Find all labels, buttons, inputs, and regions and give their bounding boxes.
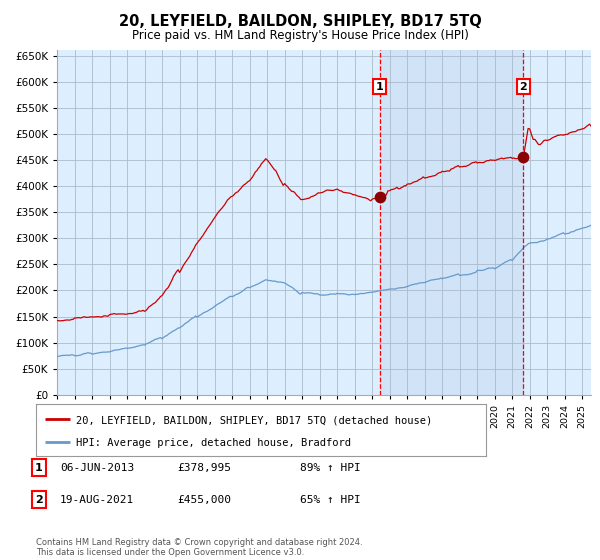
Text: HPI: Average price, detached house, Bradford: HPI: Average price, detached house, Brad… [77, 438, 352, 449]
Text: 20, LEYFIELD, BAILDON, SHIPLEY, BD17 5TQ (detached house): 20, LEYFIELD, BAILDON, SHIPLEY, BD17 5TQ… [77, 416, 433, 426]
Text: £378,995: £378,995 [177, 463, 231, 473]
Text: Price paid vs. HM Land Registry's House Price Index (HPI): Price paid vs. HM Land Registry's House … [131, 29, 469, 42]
Text: 65% ↑ HPI: 65% ↑ HPI [300, 494, 361, 505]
Text: 06-JUN-2013: 06-JUN-2013 [60, 463, 134, 473]
Text: 89% ↑ HPI: 89% ↑ HPI [300, 463, 361, 473]
Text: 19-AUG-2021: 19-AUG-2021 [60, 494, 134, 505]
Text: Contains HM Land Registry data © Crown copyright and database right 2024.
This d: Contains HM Land Registry data © Crown c… [36, 538, 362, 557]
Point [375, 193, 385, 202]
Text: 2: 2 [520, 82, 527, 92]
Point [518, 153, 528, 162]
Text: £455,000: £455,000 [177, 494, 231, 505]
Text: 1: 1 [376, 82, 383, 92]
Text: 20, LEYFIELD, BAILDON, SHIPLEY, BD17 5TQ: 20, LEYFIELD, BAILDON, SHIPLEY, BD17 5TQ [119, 14, 481, 29]
Text: 2: 2 [35, 494, 43, 505]
Bar [380, 50, 523, 395]
Text: 1: 1 [35, 463, 43, 473]
